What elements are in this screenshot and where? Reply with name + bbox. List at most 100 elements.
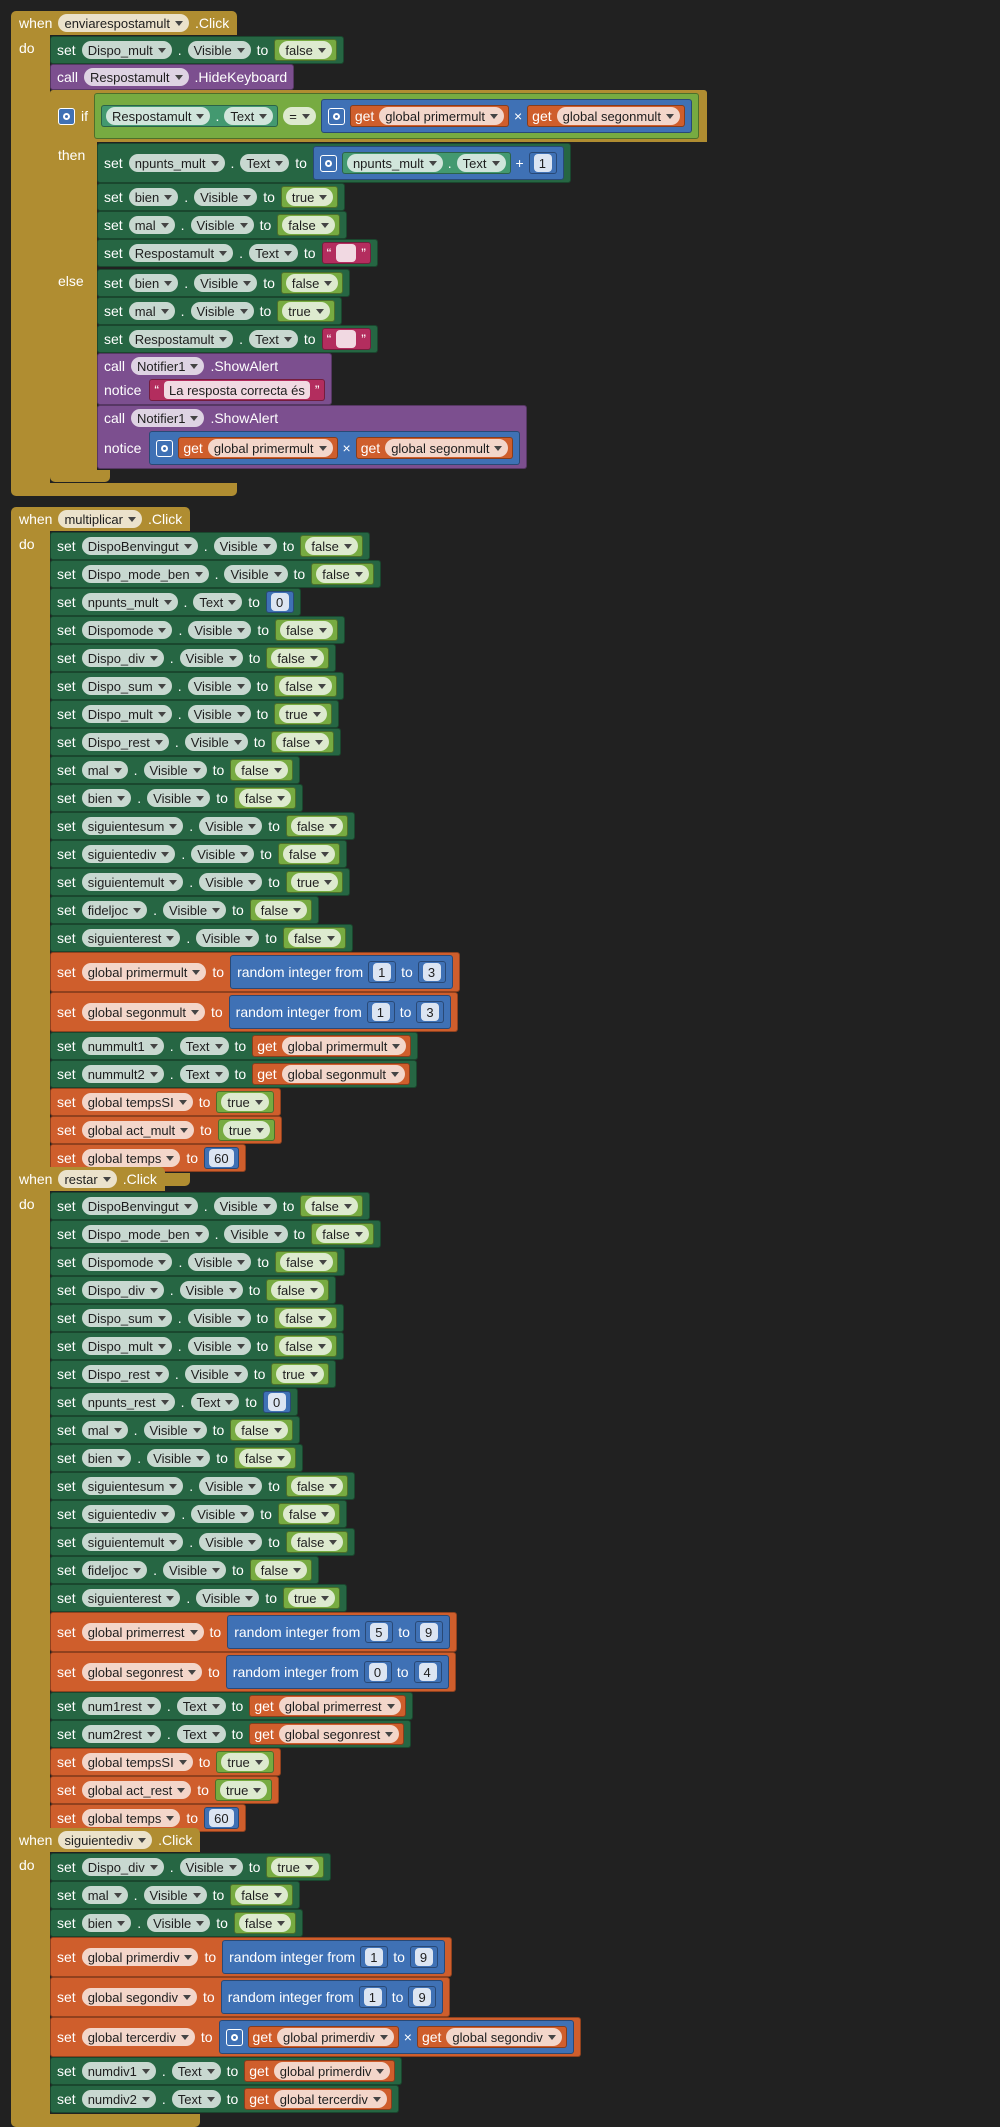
dropdown[interactable]: bien — [81, 1449, 132, 1467]
dropdown[interactable]: global primermult — [379, 107, 504, 125]
dropdown[interactable]: true — [282, 302, 330, 320]
dropdown[interactable]: mal — [128, 302, 175, 320]
dropdown[interactable]: siguientesum — [81, 817, 184, 835]
dropdown[interactable]: Text — [171, 2090, 221, 2108]
dropdown[interactable]: Visible — [147, 1449, 211, 1467]
mutator-icon[interactable] — [156, 439, 174, 457]
dropdown[interactable]: global primerdiv — [277, 2028, 394, 2046]
number-field[interactable]: 3 — [422, 963, 441, 981]
dropdown[interactable]: false — [238, 1449, 292, 1467]
dropdown[interactable]: false — [288, 929, 341, 947]
dropdown[interactable]: Respostamult — [106, 107, 211, 125]
dropdown[interactable]: Notifier1 — [131, 409, 205, 427]
dropdown[interactable]: Visible — [191, 845, 255, 863]
dropdown[interactable]: Dispo_mode_ben — [81, 1225, 209, 1243]
dropdown[interactable]: siguientesum — [81, 1477, 184, 1495]
number-field[interactable]: 0 — [268, 1393, 287, 1411]
dropdown[interactable]: Visible — [163, 1561, 227, 1579]
dropdown[interactable]: siguientemult — [81, 873, 184, 891]
dropdown[interactable]: Visible — [179, 649, 243, 667]
dropdown[interactable]: Visible — [199, 1477, 263, 1495]
dropdown[interactable]: global tempsSI — [81, 1093, 193, 1111]
dropdown[interactable]: Text — [456, 154, 506, 172]
dropdown[interactable]: Dispo_sum — [81, 1309, 172, 1327]
number-field[interactable]: 1 — [533, 154, 552, 172]
number-field[interactable]: 0 — [270, 593, 289, 611]
dropdown[interactable]: false — [305, 537, 358, 555]
dropdown[interactable]: false — [271, 649, 324, 667]
dropdown[interactable]: true — [279, 705, 327, 723]
dropdown[interactable]: Visible — [199, 1533, 263, 1551]
dropdown[interactable]: global temps — [81, 1149, 181, 1167]
number-field[interactable]: 60 — [209, 1809, 234, 1827]
dropdown[interactable]: global segondiv — [446, 2028, 562, 2046]
number-field[interactable]: 4 — [418, 1663, 437, 1681]
number-field[interactable]: 9 — [413, 1988, 432, 2006]
dropdown[interactable]: true — [271, 1858, 319, 1876]
dropdown[interactable]: siguientediv — [81, 1505, 176, 1523]
dropdown[interactable]: false — [316, 1225, 369, 1243]
dropdown[interactable]: restar — [58, 1170, 117, 1188]
dropdown[interactable]: false — [238, 1914, 292, 1932]
dropdown[interactable]: Dispo_mult — [81, 41, 172, 59]
dropdown[interactable]: Dispo_div — [81, 649, 164, 667]
dropdown[interactable]: Visible — [194, 274, 258, 292]
dropdown[interactable]: global primerdiv — [273, 2062, 391, 2080]
text-field[interactable]: La resposta correcta és — [164, 381, 310, 399]
dropdown[interactable]: Visible — [188, 1253, 252, 1271]
dropdown[interactable]: Dispo_rest — [81, 733, 169, 751]
dropdown[interactable]: bien — [81, 1914, 132, 1932]
dropdown[interactable]: false — [238, 789, 292, 807]
dropdown[interactable]: DispoBenvingut — [81, 1197, 198, 1215]
dropdown[interactable]: false — [282, 845, 336, 863]
dropdown[interactable]: Visible — [143, 1886, 207, 1904]
dropdown[interactable]: global segonmult — [385, 439, 509, 457]
mutator-icon[interactable] — [327, 107, 345, 125]
dropdown[interactable]: false — [279, 41, 332, 59]
number-field[interactable]: 1 — [371, 1003, 390, 1021]
text-field[interactable] — [336, 244, 357, 262]
dropdown[interactable]: false — [276, 733, 329, 751]
number-field[interactable]: 1 — [365, 1948, 384, 1966]
text-field[interactable] — [336, 330, 357, 348]
dropdown[interactable]: false — [280, 621, 333, 639]
dropdown[interactable]: true — [276, 1365, 324, 1383]
dropdown[interactable]: Visible — [196, 929, 260, 947]
dropdown[interactable]: bien — [128, 274, 179, 292]
dropdown[interactable]: global act_rest — [81, 1781, 192, 1799]
dropdown[interactable]: Visible — [143, 761, 207, 779]
dropdown[interactable]: global primermult — [81, 963, 207, 981]
dropdown[interactable]: siguientediv — [58, 1831, 153, 1849]
dropdown[interactable]: num1rest — [81, 1697, 161, 1715]
dropdown[interactable]: false — [305, 1197, 358, 1215]
number-field[interactable]: 9 — [419, 1623, 438, 1641]
dropdown[interactable]: Notifier1 — [131, 357, 205, 375]
dropdown[interactable]: Visible — [213, 537, 277, 555]
dropdown[interactable]: Dispo_div — [81, 1858, 164, 1876]
dropdown[interactable]: = — [283, 107, 316, 125]
dropdown[interactable]: true — [288, 1589, 336, 1607]
dropdown[interactable]: Dispo_mult — [81, 705, 172, 723]
dropdown[interactable]: Visible — [179, 1858, 243, 1876]
dropdown[interactable]: false — [280, 1253, 333, 1271]
dropdown[interactable]: false — [279, 677, 332, 695]
dropdown[interactable]: false — [254, 901, 308, 919]
dropdown[interactable]: Visible — [188, 621, 252, 639]
dropdown[interactable]: Text — [190, 1393, 240, 1411]
dropdown[interactable]: mal — [128, 216, 175, 234]
dropdown[interactable]: Visible — [163, 901, 227, 919]
dropdown[interactable]: Dispo_mode_ben — [81, 565, 209, 583]
dropdown[interactable]: true — [221, 1753, 269, 1771]
dropdown[interactable]: false — [282, 216, 335, 234]
dropdown[interactable]: true — [221, 1093, 269, 1111]
dropdown[interactable]: global primermult — [207, 439, 333, 457]
dropdown[interactable]: num2rest — [81, 1725, 161, 1743]
dropdown[interactable]: Text — [176, 1725, 226, 1743]
dropdown[interactable]: Visible — [147, 789, 211, 807]
dropdown[interactable]: nummult2 — [81, 1065, 164, 1083]
number-field[interactable]: 9 — [414, 1948, 433, 1966]
dropdown[interactable]: Dispo_rest — [81, 1365, 169, 1383]
dropdown[interactable]: enviarespostamult — [58, 14, 189, 32]
dropdown[interactable]: Visible — [196, 1589, 260, 1607]
dropdown[interactable]: Text — [240, 154, 290, 172]
